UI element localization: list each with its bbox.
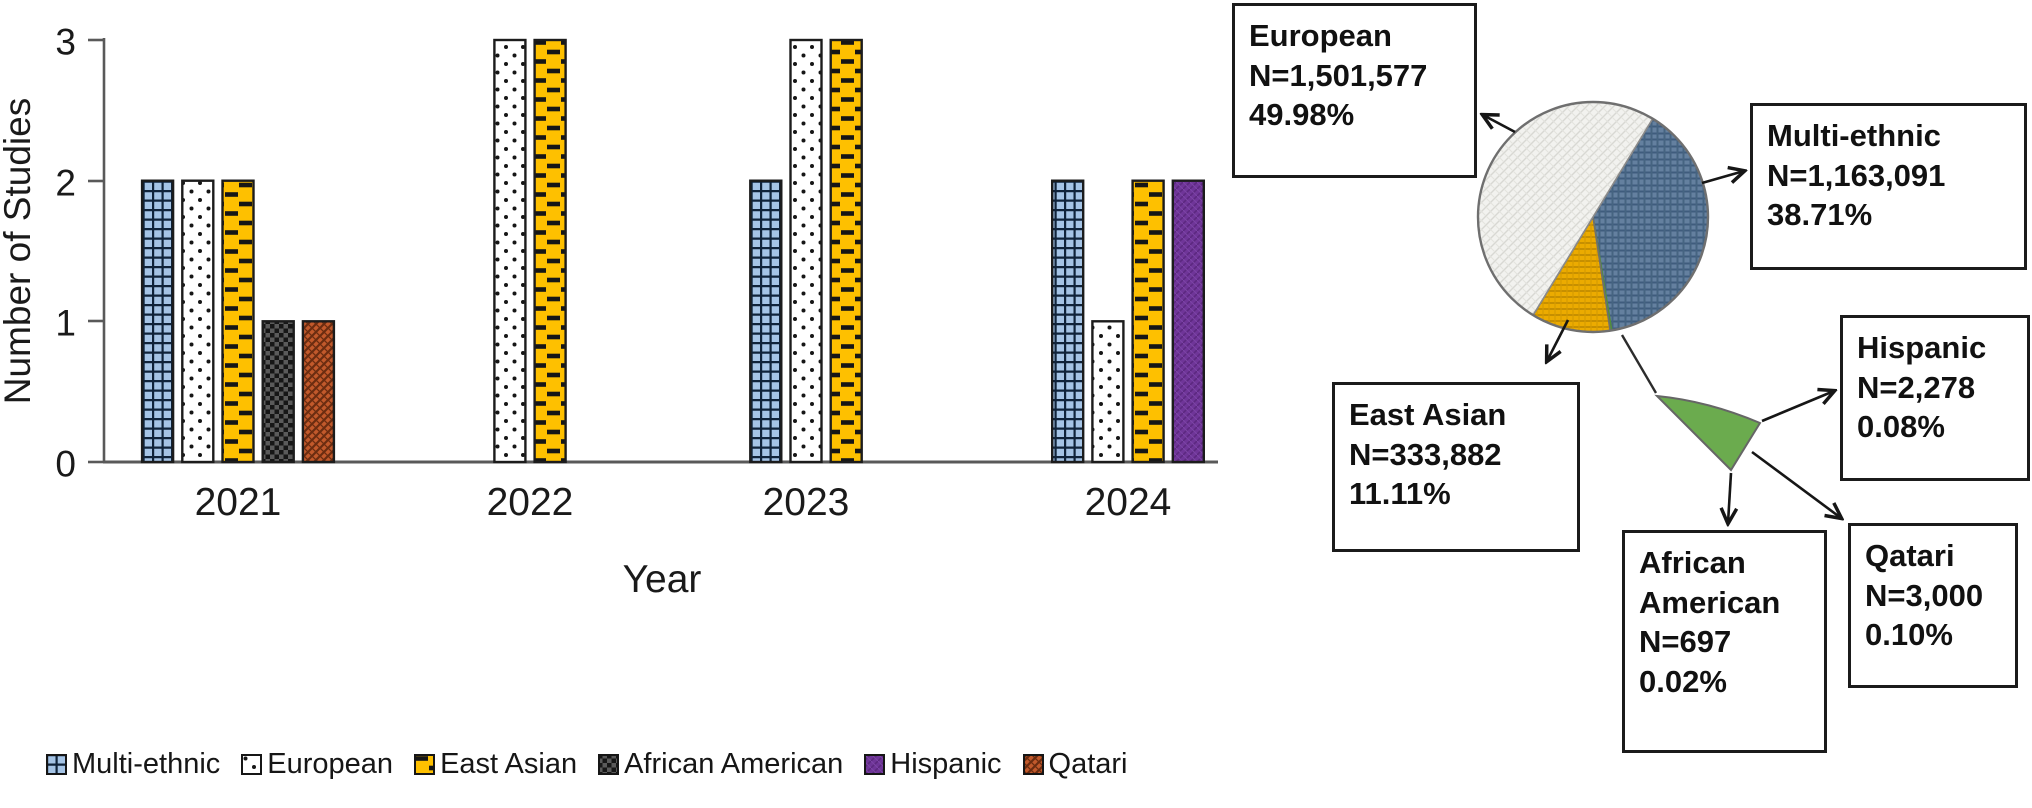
- callout-line: East Asian: [1349, 397, 1507, 432]
- callout-line: 0.02%: [1639, 664, 1727, 700]
- pie-outline: [1476, 100, 1710, 334]
- y-tick-label-0: 0: [55, 444, 76, 485]
- legend-label: Hispanic: [890, 748, 1002, 780]
- callout-line: N=3,000: [1865, 577, 1984, 613]
- qatari-arrow-icon: [1751, 450, 1841, 518]
- qatari-callout: Qatari N=3,000 0.10%: [1848, 523, 2018, 688]
- legend: Multi-ethnic European East Asian African…: [46, 748, 1128, 781]
- east-asian-callout: East Asian N=333,882 11.11%: [1332, 382, 1580, 552]
- bar-european-2022: [493, 38, 527, 464]
- legend-item-east-asian: East Asian: [414, 748, 577, 781]
- wedge-connector-line: [1620, 334, 1658, 394]
- callout-line: American: [1639, 584, 1781, 620]
- legend-label: African American: [624, 748, 844, 780]
- x-tick-label-2022: 2022: [487, 481, 574, 524]
- bar-african-american-2021: [261, 320, 295, 464]
- pie-chart: [1476, 100, 2032, 808]
- multi-ethnic-swatch-icon: [46, 754, 67, 775]
- hispanic-arrow-icon: [1761, 391, 1834, 423]
- legend-label: Qatari: [1048, 748, 1128, 780]
- legend-item-african-american: African American: [598, 748, 843, 781]
- callout-line: 0.10%: [1865, 617, 1953, 653]
- east-asian-swatch-icon: [414, 754, 436, 775]
- x-axis-title: Year: [623, 558, 702, 601]
- bar-multi-ethnic-2021: [140, 179, 175, 464]
- callout-line: N=2,278: [1857, 369, 1976, 405]
- bar-european-2024: [1091, 320, 1125, 464]
- y-axis-title: Number of Studies: [0, 98, 38, 404]
- african-american-arrow-icon: [1728, 472, 1731, 523]
- bars-layer: [140, 38, 1206, 464]
- east-asian-arrow-icon: [1547, 319, 1570, 361]
- legend-label: Multi-ethnic: [72, 748, 221, 780]
- callout-line: 0.08%: [1857, 409, 1945, 445]
- bar-east-asian-2024: [1131, 179, 1165, 464]
- y-tick-label-1: 1: [55, 303, 76, 344]
- qatari-swatch-icon: [1022, 754, 1044, 775]
- callout-line: African: [1639, 545, 1746, 580]
- legend-label: East Asian: [440, 748, 578, 780]
- bar-hispanic-2024: [1171, 179, 1206, 464]
- bar-multi-ethnic-2024: [1050, 179, 1085, 464]
- bar-chart: 3 2 1 0 Number of Studies 2021 2022 2023…: [0, 22, 1218, 601]
- bar-european-2023: [789, 38, 823, 464]
- small-groups-wedge: [1654, 394, 1762, 472]
- pie-panel: European N=1,501,577 49.98% Multi-ethnic…: [1180, 0, 2032, 808]
- hispanic-swatch-icon: [864, 754, 886, 775]
- callout-line: N=697: [1639, 624, 1732, 660]
- multi-ethnic-arrow-icon: [1701, 171, 1744, 185]
- bar-qatari-2021: [301, 320, 336, 464]
- x-tick-label-2023: 2023: [763, 481, 850, 524]
- callout-line: Qatari: [1865, 538, 1955, 573]
- bar-east-asian-2022: [533, 38, 567, 464]
- callout-line: N=1,163,091: [1767, 157, 1946, 193]
- hispanic-callout: Hispanic N=2,278 0.08%: [1840, 315, 2030, 481]
- african-american-swatch-icon: [598, 754, 620, 775]
- callout-line: 11.11%: [1349, 476, 1451, 512]
- bar-east-asian-2021: [221, 179, 255, 464]
- callout-line: 38.71%: [1767, 197, 1873, 233]
- callout-line: Hispanic: [1857, 330, 1987, 365]
- bar-multi-ethnic-2023: [749, 179, 783, 464]
- legend-label: European: [267, 748, 394, 780]
- legend-item-multi-ethnic: Multi-ethnic: [46, 748, 220, 781]
- legend-item-hispanic: Hispanic: [864, 748, 1002, 781]
- european-swatch-icon: [241, 754, 263, 775]
- y-tick-label-2: 2: [55, 163, 76, 204]
- bar-east-asian-2023: [829, 38, 863, 464]
- legend-item-european: European: [241, 748, 393, 781]
- x-tick-label-2024: 2024: [1085, 481, 1172, 524]
- bar-european-2021: [181, 179, 215, 464]
- legend-item-qatari: Qatari: [1022, 748, 1128, 781]
- callout-line: N=1,501,577: [1249, 57, 1428, 93]
- callout-line: 49.98%: [1249, 97, 1355, 133]
- callout-line: N=333,882: [1349, 436, 1502, 472]
- y-tick-label-3: 3: [55, 22, 76, 63]
- european-arrow-icon: [1483, 115, 1516, 134]
- callout-line: Multi-ethnic: [1767, 118, 1941, 153]
- european-callout: European N=1,501,577 49.98%: [1232, 3, 1477, 178]
- multi-ethnic-callout: Multi-ethnic N=1,163,091 38.71%: [1750, 103, 2027, 270]
- african-american-callout: African American N=697 0.02%: [1622, 530, 1827, 753]
- x-tick-label-2021: 2021: [195, 481, 282, 524]
- callout-line: European: [1249, 18, 1392, 53]
